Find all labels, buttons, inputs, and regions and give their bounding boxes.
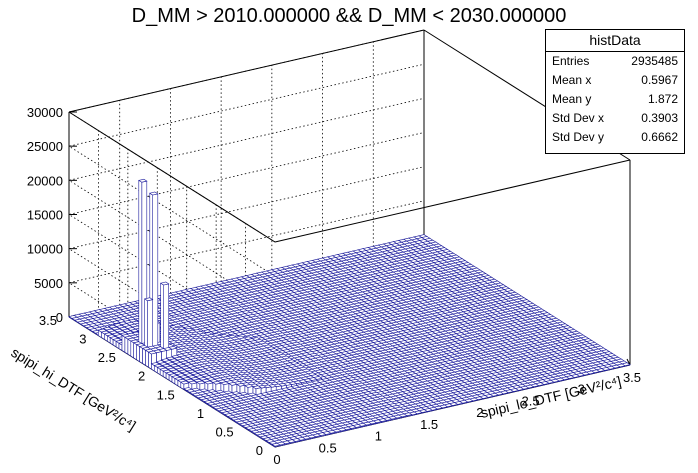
chart-title: D_MM > 2010.000000 && D_MM < 2030.000000 bbox=[131, 5, 567, 27]
frame-edge bbox=[68, 111, 276, 243]
z-grid-line bbox=[67, 63, 425, 277]
frame-edge bbox=[274, 159, 631, 243]
z-grid-line bbox=[67, 97, 425, 311]
z-grid-line bbox=[67, 29, 425, 243]
bars-layer bbox=[68, 178, 631, 448]
frame-edge bbox=[68, 29, 425, 113]
